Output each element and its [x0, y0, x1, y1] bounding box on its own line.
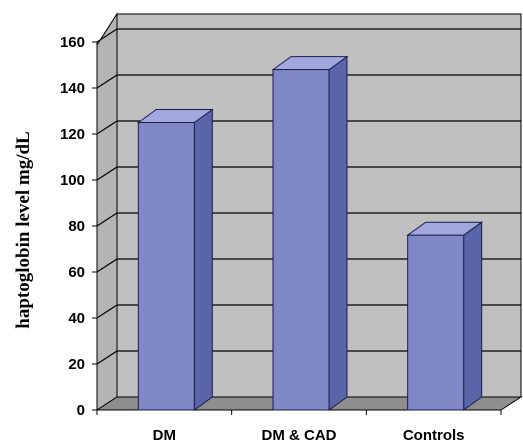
y-axis-label: haptoglobin level mg/dL — [13, 131, 34, 328]
gridline — [96, 74, 521, 89]
gridline — [96, 258, 521, 273]
gridline — [96, 212, 521, 227]
bar-front — [407, 234, 465, 411]
bar-side — [463, 221, 483, 411]
gridline — [96, 28, 521, 43]
bar — [136, 108, 214, 411]
x-axis-ticks — [96, 410, 502, 415]
gridlines — [96, 28, 521, 365]
y-tick-label: 100 — [60, 172, 85, 189]
y-tick-label: 40 — [68, 310, 85, 327]
y-tick-label: 60 — [68, 264, 85, 281]
bar-side — [193, 108, 213, 411]
y-tick-label: 0 — [77, 402, 85, 419]
bar-front — [137, 122, 195, 411]
chart-side-wall — [96, 12, 118, 411]
x-axis-category-labels: DM DM & CAD Controls — [153, 427, 465, 444]
bars — [136, 55, 484, 411]
x-tick-label: DM — [153, 427, 176, 444]
y-tick-label: 20 — [68, 356, 85, 373]
y-tick-label: 160 — [60, 34, 85, 51]
bar-front — [272, 69, 330, 411]
bar-side — [328, 55, 348, 411]
gridline — [96, 350, 521, 365]
bar — [271, 55, 349, 411]
y-axis-ticks: 0 20 40 60 80 100 120 140 160 — [60, 34, 97, 419]
x-tick-label: Controls — [403, 427, 465, 444]
y-tick-label: 140 — [60, 80, 85, 97]
bar — [406, 221, 484, 411]
y-tick-label: 120 — [60, 126, 85, 143]
gridline — [96, 120, 521, 135]
gridline — [96, 166, 521, 181]
y-tick-label: 80 — [68, 218, 85, 235]
gridline — [96, 304, 521, 319]
x-tick-label: DM & CAD — [262, 427, 337, 444]
